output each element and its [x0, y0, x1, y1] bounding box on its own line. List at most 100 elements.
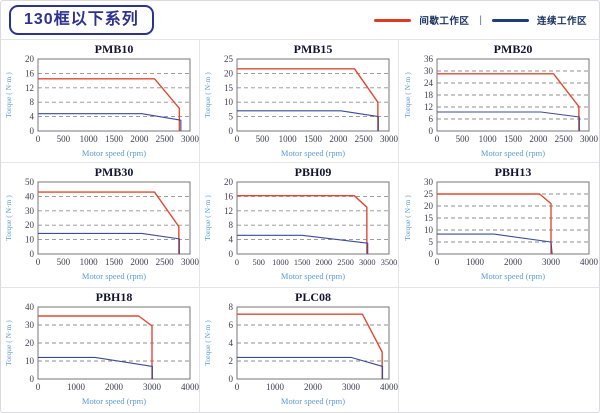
chart-title: PBH13 — [494, 165, 531, 179]
continuous-zone-line — [37, 356, 153, 379]
y-tick-label: 6 — [428, 114, 433, 124]
y-tick-label: 20 — [25, 220, 35, 230]
page-header: 130框以下系列 间歇工作区 | 连续工作区 — [1, 1, 599, 40]
x-tick-label: 2000 — [304, 382, 323, 392]
series-title-badge: 130框以下系列 — [9, 4, 154, 36]
x-tick-label: 0 — [434, 257, 439, 267]
x-tick-label: 1000 — [266, 382, 285, 392]
intermittent-zone-swatch-icon — [374, 18, 412, 22]
x-axis-label: Motor speed (rpm) — [81, 396, 145, 406]
x-tick-label: 2500 — [337, 258, 354, 267]
chart-cell: PMB10 0 4 8 12 16 20 0 500 1000 1500 2000 2500 3000 Mo… — [1, 40, 200, 163]
x-tick-label: 0 — [35, 134, 40, 144]
intermittent-zone-line — [236, 313, 383, 379]
x-tick-label: 3000 — [342, 382, 361, 392]
x-tick-label: 2000 — [504, 257, 523, 267]
y-axis-label: Torque ( N·m ) — [403, 72, 412, 118]
y-tick-label: 6 — [228, 320, 233, 330]
y-tick-label: 50 — [25, 177, 35, 187]
continuous-zone-swatch-icon — [491, 18, 529, 22]
plot-border — [236, 58, 389, 132]
continuous-zone-line — [37, 113, 181, 131]
y-tick-label: 15 — [224, 83, 234, 93]
x-tick-label: 500 — [255, 134, 269, 144]
y-tick-label: 2 — [228, 356, 233, 366]
x-tick-label: 1500 — [105, 134, 124, 144]
x-tick-label: 1000 — [79, 134, 98, 144]
x-tick-label: 2000 — [329, 134, 348, 144]
x-tick-label: 0 — [234, 134, 239, 144]
plot-border — [37, 58, 190, 132]
x-tick-label: 1000 — [478, 134, 497, 144]
legend-separator: | — [479, 14, 482, 26]
chart-PBH18: PBH18 0 10 20 30 40 0 1000 2000 3000 4000 Motor spe… — [4, 290, 199, 406]
x-tick-label: 1000 — [278, 134, 297, 144]
chart-title: PMB15 — [293, 42, 332, 56]
y-tick-label: 5 — [428, 237, 433, 247]
y-tick-label: 5 — [228, 112, 233, 122]
y-axis-label: Torque ( N·m ) — [403, 195, 412, 241]
legend: 间歇工作区 | 连续工作区 — [374, 13, 591, 27]
chart-cell: PMB20 0 6 12 18 24 30 36 0 500 1000 1500 2000 2500 300… — [399, 40, 599, 163]
intermittent-zone-line — [37, 78, 180, 131]
y-tick-label: 16 — [224, 191, 234, 201]
y-tick-label: 20 — [25, 338, 35, 348]
legend-entry-continuous: 连续工作区 — [491, 13, 587, 27]
x-tick-label: 1000 — [272, 258, 289, 267]
y-tick-label: 40 — [25, 302, 35, 312]
x-tick-label: 4000 — [380, 382, 398, 392]
chart-title: PMB20 — [493, 42, 532, 56]
y-tick-label: 10 — [224, 97, 234, 107]
x-axis-label: Motor speed (rpm) — [280, 148, 344, 158]
y-tick-label: 24 — [424, 78, 434, 88]
intermittent-zone-line — [236, 194, 368, 254]
y-axis-label: Torque ( N·m ) — [4, 72, 13, 118]
x-tick-label: 2000 — [130, 134, 149, 144]
continuous-zone-line — [436, 111, 580, 131]
chart-title: PBH18 — [95, 290, 132, 304]
chart-title: PLC08 — [295, 290, 331, 304]
y-tick-label: 10 — [25, 235, 35, 245]
x-tick-label: 1000 — [67, 382, 86, 392]
plot-border — [436, 58, 589, 132]
chart-cell: PLC08 0 2 4 6 8 0 1000 2000 3000 4000 Motor speed (… — [200, 288, 399, 413]
y-axis-label: Torque ( N·m ) — [4, 320, 13, 366]
chart-grid: PMB10 0 4 8 12 16 20 0 500 1000 1500 2000 2500 3000 Mo… — [1, 40, 599, 413]
x-axis-label: Motor speed (rpm) — [280, 396, 344, 406]
intermittent-zone-line — [37, 191, 180, 254]
x-tick-label: 3000 — [542, 257, 561, 267]
x-tick-label: 3000 — [580, 134, 598, 144]
chart-title: PBH09 — [294, 165, 331, 179]
x-tick-label: 2000 — [105, 382, 124, 392]
y-tick-label: 30 — [424, 66, 434, 76]
continuous-zone-line — [236, 234, 368, 254]
x-tick-label: 500 — [252, 258, 264, 267]
x-tick-label: 1500 — [293, 258, 310, 267]
plot-border — [37, 306, 190, 380]
intermittent-zone-line — [436, 73, 580, 131]
y-tick-label: 20 — [424, 201, 434, 211]
chart-cell: PBH13 0 5 10 15 20 25 30 0 1000 2000 3000 4000 Motor … — [399, 163, 599, 288]
x-tick-label: 2000 — [315, 258, 332, 267]
x-tick-label: 2500 — [155, 134, 174, 144]
y-tick-label: 18 — [424, 90, 434, 100]
y-tick-label: 0 — [228, 249, 233, 259]
y-tick-label: 0 — [29, 126, 34, 136]
chart-cell: PBH18 0 10 20 30 40 0 1000 2000 3000 4000 Motor spe… — [1, 288, 200, 413]
plot-border — [236, 306, 389, 380]
chart-PLC08: PLC08 0 2 4 6 8 0 1000 2000 3000 4000 Motor speed (… — [203, 290, 398, 406]
x-tick-label: 500 — [56, 134, 70, 144]
y-tick-label: 20 — [224, 68, 234, 78]
y-tick-label: 36 — [424, 54, 434, 64]
intermittent-zone-line — [436, 193, 552, 254]
legend-label-continuous: 连续工作区 — [536, 16, 587, 27]
chart-title: PMB10 — [94, 42, 133, 56]
x-axis-label: Motor speed (rpm) — [81, 148, 145, 158]
x-tick-label: 500 — [455, 134, 469, 144]
x-tick-label: 0 — [234, 258, 238, 267]
x-axis-label: Motor speed (rpm) — [81, 271, 145, 281]
chart-title: PMB30 — [94, 165, 133, 179]
y-tick-label: 20 — [25, 54, 35, 64]
